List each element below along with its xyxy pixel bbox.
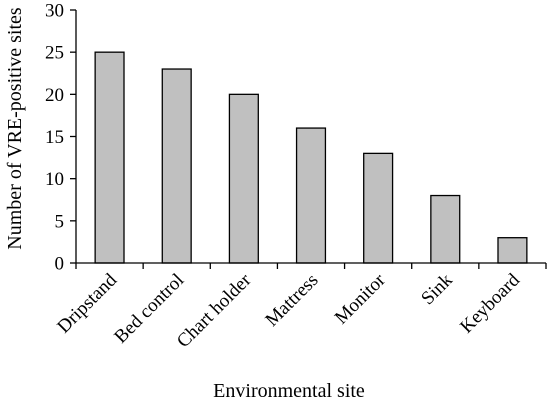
x-tick-label-keyboard: Keyboard <box>456 269 524 337</box>
y-tick-label: 15 <box>45 127 64 148</box>
bar-dripstand <box>94 51 125 264</box>
y-tick-label: 0 <box>55 254 65 275</box>
y-tick-label: 30 <box>45 1 64 22</box>
x-tick-label-dripstand: Dripstand <box>53 269 121 337</box>
y-tick-label: 20 <box>45 85 64 106</box>
bar-keyboard <box>497 237 528 264</box>
bar-bed-control <box>161 68 192 264</box>
bar-sink <box>430 194 461 264</box>
x-tick-label-mattress: Mattress <box>261 270 322 331</box>
x-axis-title: Environmental site <box>213 380 365 402</box>
x-tick-label-sink: Sink <box>417 269 457 309</box>
bar-mattress <box>295 127 327 264</box>
bar-monitor <box>363 152 394 264</box>
y-axis-ticks: 0 5 10 15 20 25 30 <box>45 1 76 275</box>
x-tick-label-monitor: Monitor <box>331 269 390 328</box>
y-axis-title: Number of VRE-positive sites <box>4 7 26 250</box>
y-tick-label: 10 <box>45 169 64 190</box>
bar-chart-holder <box>228 93 259 264</box>
y-tick-label: 5 <box>55 211 65 232</box>
bars <box>94 51 528 264</box>
y-tick-label: 25 <box>45 43 64 64</box>
x-tick-label-chart-holder: Chart holder <box>173 269 256 352</box>
